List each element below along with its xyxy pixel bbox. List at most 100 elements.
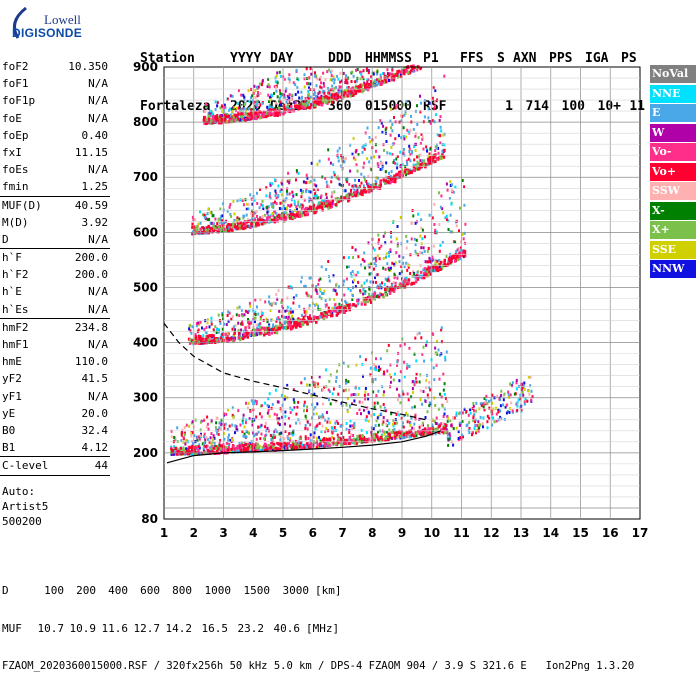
trace-point	[382, 178, 385, 182]
echo-point	[412, 272, 415, 276]
echo-point	[374, 79, 377, 82]
echo-point	[303, 198, 306, 202]
echo-point	[365, 415, 368, 419]
echo-point	[365, 431, 368, 435]
trace-point	[205, 335, 208, 339]
echo-point	[224, 448, 227, 452]
echo-point	[390, 412, 393, 416]
echo-point	[360, 71, 363, 74]
echo-point	[257, 93, 260, 97]
echo-point	[214, 108, 217, 111]
echo-point	[201, 442, 204, 446]
echo-point	[198, 437, 201, 441]
echo-point	[520, 408, 523, 412]
trace-point	[290, 105, 293, 109]
echo-point	[406, 128, 409, 132]
echo-point	[450, 183, 453, 187]
echo-point	[216, 328, 219, 331]
echo-point	[479, 402, 482, 406]
echo-point	[295, 193, 298, 197]
trace-point	[295, 320, 298, 324]
echo-point	[394, 372, 396, 376]
echo-point	[498, 397, 501, 401]
echo-point	[331, 311, 334, 315]
echo-point	[349, 406, 351, 409]
header-label: DDD	[328, 51, 352, 66]
echo-point	[219, 106, 222, 110]
echo-point	[300, 212, 303, 216]
trace-point	[241, 337, 245, 341]
echo-point	[362, 374, 364, 378]
trace-point	[384, 288, 387, 291]
param-label: D	[2, 232, 9, 246]
echo-point	[378, 155, 381, 159]
echo-point	[287, 204, 290, 207]
echo-point	[234, 336, 237, 340]
echo-point	[378, 365, 380, 369]
echo-point	[388, 279, 391, 283]
echo-point	[214, 225, 217, 229]
echo-point	[310, 441, 313, 445]
trace-point	[422, 159, 426, 163]
echo-point	[386, 349, 389, 353]
echo-point	[475, 401, 478, 405]
trace-point	[337, 441, 340, 445]
trace-point	[387, 73, 391, 77]
echo-point	[406, 366, 408, 370]
echo-point	[307, 294, 310, 298]
trace-point	[389, 288, 392, 292]
echo-point	[304, 435, 307, 439]
echo-point	[370, 168, 373, 172]
echo-point	[265, 186, 268, 190]
echo-point	[318, 77, 321, 81]
echo-point	[387, 177, 390, 181]
trace-point	[233, 225, 237, 229]
echo-point	[361, 150, 364, 154]
trace-point	[195, 452, 198, 456]
trace-point	[405, 431, 409, 435]
echo-point	[433, 223, 436, 226]
echo-point	[196, 435, 199, 439]
trace-point	[306, 322, 309, 326]
trace-point	[292, 442, 295, 446]
echo-point	[289, 437, 292, 441]
echo-point	[384, 267, 387, 271]
echo-point	[372, 427, 375, 431]
echo-point	[268, 414, 271, 418]
trace-point	[213, 337, 217, 341]
echo-point	[318, 438, 321, 441]
echo-point	[325, 196, 328, 200]
echo-point	[452, 427, 455, 430]
echo-point	[447, 416, 450, 420]
trace-point	[373, 297, 376, 301]
echo-point	[289, 406, 292, 410]
echo-point	[318, 421, 321, 425]
echo-point	[436, 339, 439, 343]
echo-point	[404, 435, 407, 439]
echo-point	[216, 101, 219, 105]
trace-point	[224, 228, 228, 232]
echo-point	[443, 132, 446, 136]
echo-point	[428, 385, 431, 389]
echo-point	[318, 415, 321, 419]
echo-point	[442, 151, 444, 155]
trace-point	[392, 179, 395, 183]
echo-point	[383, 372, 386, 376]
echo-point	[413, 427, 416, 431]
echo-point	[210, 445, 213, 449]
echo-point	[379, 73, 382, 77]
echo-point	[216, 416, 219, 420]
echo-point	[419, 398, 422, 402]
echo-point	[282, 204, 285, 208]
echo-point	[352, 280, 354, 284]
echo-point	[382, 393, 385, 397]
echo-point	[421, 159, 423, 163]
trace-point	[278, 327, 281, 331]
trace-point	[294, 445, 298, 449]
echo-point	[439, 134, 442, 138]
trace-point	[286, 326, 290, 330]
echo-point	[370, 430, 373, 434]
echo-point	[473, 409, 475, 413]
trace-point	[243, 223, 247, 227]
echo-point	[231, 109, 234, 113]
